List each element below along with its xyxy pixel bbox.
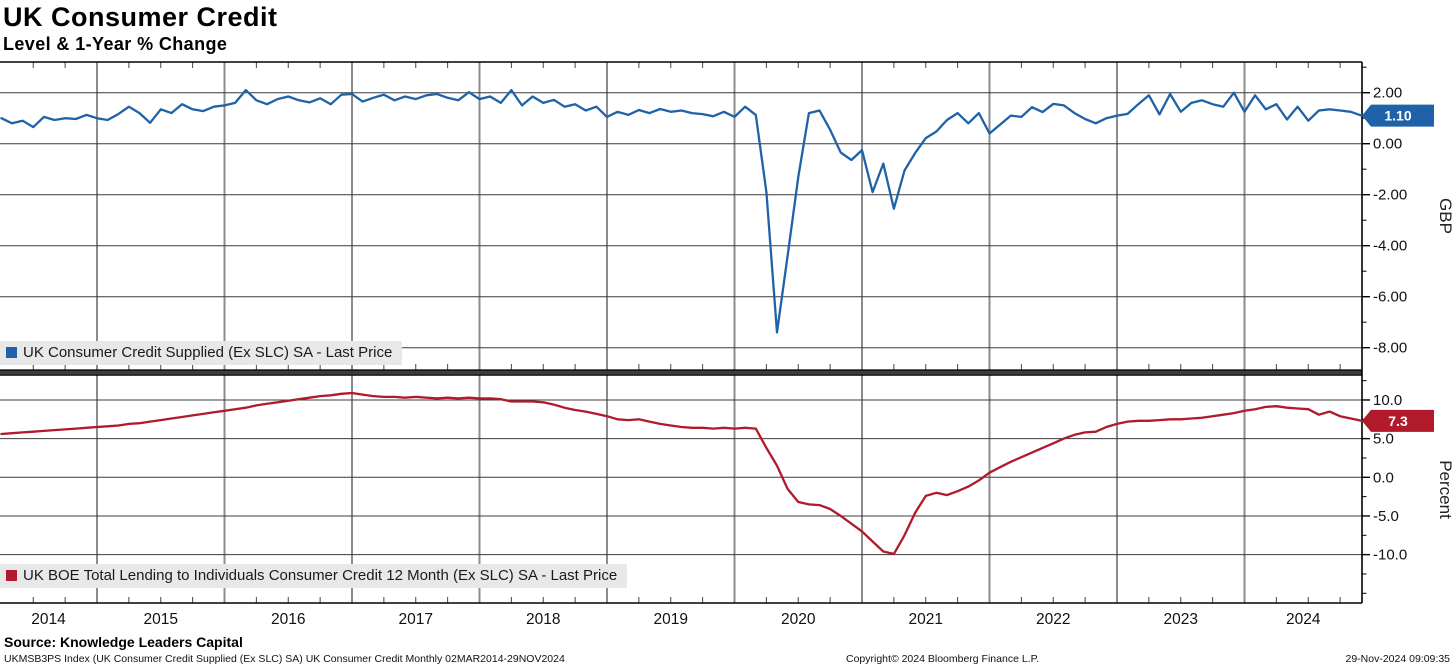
y-tick-label: -8.00: [1373, 340, 1407, 357]
copyright-notice: Copyright© 2024 Bloomberg Finance L.P.: [846, 653, 1040, 665]
y-tick-label: -6.00: [1373, 289, 1407, 306]
panel-separator: [0, 369, 1362, 376]
x-tick-label: 2020: [781, 611, 816, 628]
y-tick-label: -5.0: [1373, 508, 1399, 525]
legend-bottom-panel: UK BOE Total Lending to Individuals Cons…: [0, 564, 628, 588]
x-tick-label: 2021: [909, 611, 943, 628]
x-tick-label: 2019: [654, 611, 688, 628]
bottom-last-price-value: 7.3: [1388, 413, 1408, 429]
y-tick-label: 5.0: [1373, 431, 1394, 448]
top-last-price-badge: [1362, 104, 1434, 127]
y-tick-label: 2.00: [1373, 85, 1402, 102]
page-title: UK Consumer Credit: [3, 2, 278, 32]
y-tick-label: -2.00: [1373, 187, 1407, 204]
y-tick-label: 10.0: [1373, 392, 1402, 409]
x-tick-label: 2017: [399, 611, 433, 628]
bottom-series-line: [0, 391, 1363, 556]
y-tick-label: 0.0: [1373, 469, 1394, 486]
security-description: UKMSB3PS Index (UK Consumer Credit Suppl…: [4, 653, 565, 665]
x-tick-label: 2016: [271, 611, 305, 628]
legend-top-panel: UK Consumer Credit Supplied (Ex SLC) SA …: [0, 341, 403, 365]
top-last-price-value: 1.10: [1384, 108, 1411, 124]
bottom-last-price-badge: [1362, 409, 1434, 432]
page-subtitle: Level & 1-Year % Change: [3, 34, 228, 54]
source-line: Source: Knowledge Leaders Capital: [4, 634, 243, 650]
top-series-line: [0, 88, 1363, 334]
y-tick-label: -4.00: [1373, 238, 1407, 255]
x-tick-label: 2022: [1036, 611, 1070, 628]
y-axis-title: Percent: [1436, 460, 1455, 519]
x-tick-label: 2023: [1164, 611, 1198, 628]
x-tick-label: 2024: [1286, 611, 1321, 628]
blue-series-swatch-icon: [6, 347, 17, 358]
x-tick-label: 2014: [31, 611, 66, 628]
legend-top-label: UK Consumer Credit Supplied (Ex SLC) SA …: [23, 344, 393, 361]
x-tick-label: 2018: [526, 611, 560, 628]
x-tick-label: 2015: [144, 611, 178, 628]
y-tick-label: -10.0: [1373, 547, 1407, 564]
red-series-swatch-icon: [6, 570, 17, 581]
y-tick-label: 0.00: [1373, 136, 1402, 153]
timestamp: 29-Nov-2024 09:09:35: [1345, 653, 1451, 665]
legend-bottom-label: UK BOE Total Lending to Individuals Cons…: [23, 567, 618, 584]
y-axis-title: GBP: [1436, 198, 1455, 234]
